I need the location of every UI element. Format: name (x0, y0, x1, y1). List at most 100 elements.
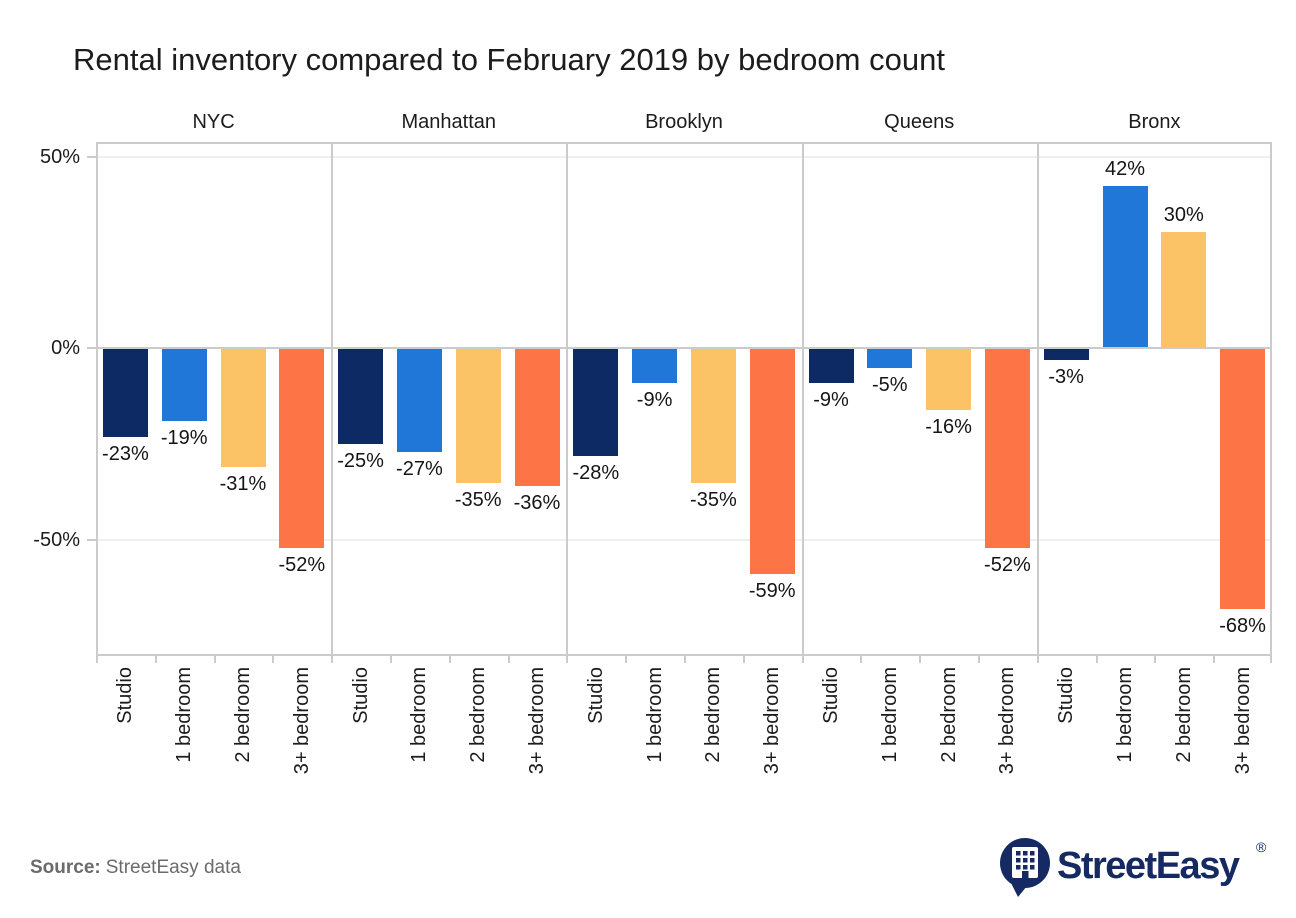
chart-title: Rental inventory compared to February 20… (73, 42, 945, 77)
panel-border (1270, 142, 1272, 656)
y-tick-label: -50% (33, 529, 80, 551)
x-tick-label: 2 bedroom (232, 667, 254, 763)
bar (1161, 232, 1207, 347)
x-axis-tick (1213, 656, 1215, 663)
x-tick-label: Studio (114, 667, 137, 724)
x-tick-label: 3+ bedroom (1231, 667, 1254, 775)
bar-value-label: -36% (513, 492, 561, 515)
gridline (96, 156, 1272, 158)
bar (984, 349, 1030, 548)
bar-value-label: -35% (454, 488, 502, 511)
bar-value-label: -25% (337, 450, 384, 473)
x-tick-label: 1 bedroom (643, 667, 666, 763)
bar (338, 349, 384, 445)
x-axis-tick (1154, 656, 1156, 663)
source-note: Source: StreetEasy data (30, 856, 241, 880)
x-axis-tick (96, 656, 98, 663)
panel-border (96, 142, 98, 656)
bar-value-label: -9% (813, 388, 849, 411)
x-axis-tick (508, 656, 510, 663)
logo-registered-mark: ® (1256, 839, 1267, 855)
y-axis-tick (87, 156, 96, 158)
x-tick-label: 1 bedroom (1114, 667, 1136, 763)
panel-border (1037, 142, 1039, 656)
x-axis-tick (919, 656, 921, 663)
bar (573, 349, 619, 456)
facet-label: Queens (884, 111, 955, 133)
bar (1102, 186, 1148, 347)
panel-border (566, 142, 568, 656)
bar-value-label: -16% (925, 415, 972, 438)
zero-line (96, 347, 1272, 349)
source-label: Source: (30, 857, 101, 878)
x-axis-tick (860, 656, 862, 663)
x-axis-tick (390, 656, 392, 663)
x-axis-tick (331, 656, 333, 663)
bar-value-label: -31% (219, 473, 267, 496)
bar (1220, 349, 1266, 609)
logo-brand-text: StreetEasy (1057, 845, 1240, 887)
x-axis-tick (449, 656, 451, 663)
x-tick-label: 3+ bedroom (761, 667, 784, 775)
x-tick-label: 1 bedroom (408, 667, 431, 763)
x-axis-tick (214, 656, 216, 663)
bar (867, 349, 913, 368)
bar-value-label: 30% (1163, 204, 1204, 227)
bar (926, 349, 972, 410)
bar (514, 349, 560, 487)
x-axis-tick (1037, 656, 1039, 663)
plot-top-border (96, 142, 1272, 144)
x-tick-label: Studio (1055, 667, 1078, 724)
streeteasy-logo: StreetEasy ® (1000, 838, 1267, 897)
x-tick-label: 3+ bedroom (526, 667, 548, 775)
bar-value-label: -19% (160, 427, 208, 450)
y-axis-tick (87, 347, 96, 349)
bar-value-label: -52% (278, 553, 326, 576)
x-axis-tick (1096, 656, 1098, 663)
facet-label: Bronx (1128, 111, 1181, 133)
facet-label: NYC (192, 111, 235, 133)
bar-value-label: -52% (984, 553, 1031, 576)
x-axis-tick (625, 656, 627, 663)
bar-value-label: -27% (396, 457, 443, 480)
facet-label: Manhattan (401, 111, 497, 133)
x-tick-label: 2 bedroom (1172, 667, 1195, 763)
bar-value-label: 42% (1104, 158, 1146, 181)
building-speech-bubble-icon (1000, 838, 1050, 897)
bar-value-label: -68% (1219, 614, 1266, 637)
bar (455, 349, 501, 483)
x-axis-tick (743, 656, 745, 663)
bar (632, 349, 678, 383)
x-tick-label: Studio (584, 667, 607, 724)
gridline (96, 539, 1272, 541)
x-tick-label: 1 bedroom (878, 667, 901, 763)
y-tick-label: 0% (51, 337, 80, 359)
bar (808, 349, 854, 383)
x-tick-label: 1 bedroom (173, 667, 196, 763)
bar-value-label: -28% (572, 461, 620, 484)
x-axis-tick (155, 656, 157, 663)
x-tick-label: 2 bedroom (702, 667, 725, 763)
facet-label: Brooklyn (645, 111, 723, 133)
bar (749, 349, 795, 575)
x-tick-label: 2 bedroom (467, 667, 490, 763)
bar-value-label: -59% (748, 580, 796, 603)
bar-value-label: -3% (1048, 365, 1084, 388)
x-tick-label: Studio (349, 667, 372, 724)
x-tick-label: 3+ bedroom (996, 667, 1019, 775)
bar (220, 349, 266, 468)
bar-value-label: -5% (872, 373, 908, 396)
bar (690, 349, 736, 483)
bar-value-label: -35% (690, 488, 737, 511)
x-axis-tick (802, 656, 804, 663)
plot-bottom-border (96, 654, 1272, 656)
bar (279, 349, 325, 548)
bar-value-label: -23% (102, 442, 149, 465)
x-tick-label: 2 bedroom (937, 667, 960, 763)
x-axis-tick (684, 656, 686, 663)
bar (1043, 349, 1089, 360)
x-axis-tick (1270, 656, 1272, 663)
x-axis-tick (272, 656, 274, 663)
source-text: StreetEasy data (105, 857, 241, 878)
x-axis-tick (978, 656, 980, 663)
